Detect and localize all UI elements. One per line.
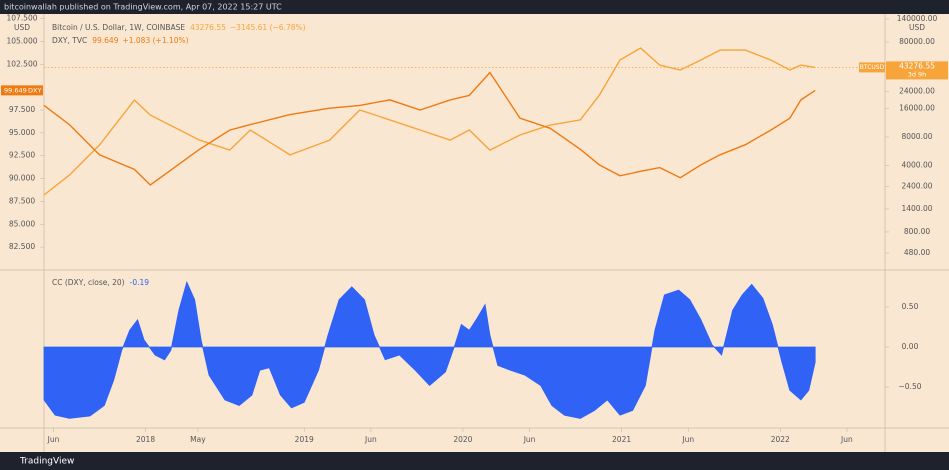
y-tick-label: 0.00 [902,342,919,351]
price-line [43,47,816,196]
x-tick-label: 2019 [295,435,314,444]
y-axis-unit: USD [14,23,30,32]
legend-name: Bitcoin / U.S. Dollar, 1W, COINBASE [52,23,185,32]
bar-countdown: 3d 9h [908,70,927,78]
price-pane: 107.500 105.000 102.500 97.500 95.000 92.500 9… [6,14,937,257]
y2-tick-label: 24000.00 [899,87,935,96]
last-value-tag-bg [1,85,43,96]
y-tick-label: 0.50 [902,302,919,311]
legend-entry: Bitcoin / U.S. Dollar, 1W, COINBASE 43276… [52,23,306,32]
series-tag: BTCUSD [860,64,885,71]
y2-tick-label: 80000.00 [899,37,935,46]
y2-tick-label: 8000.00 [901,132,932,141]
last-value-tag: 99.649 [4,86,27,94]
x-tick-label: 2021 [612,435,631,444]
y2-tick-label: 800.00 [904,227,930,236]
legend-change: +1.083 (+1.10%) [122,36,188,45]
x-tick-label: 2018 [136,435,155,444]
header-text: bitcoinwallah published on TradingView.c… [4,3,282,12]
y2-axis-unit: USD [909,23,925,32]
y-tick-label: 92.500 [9,151,35,160]
price-line [43,71,816,186]
y2-tick-label: 1400.00 [901,204,932,213]
y-tick-label: 95.000 [9,128,35,137]
y-tick-label: 107.500 [6,14,37,23]
y-tick-label: 85.000 [9,219,35,228]
y-tick-label: 90.000 [9,174,35,183]
legend-entry: DXY, TVC 99.649 +1.083 (+1.10%) [52,36,189,45]
y-tick-label: 87.500 [9,196,35,205]
series-tag-bg [859,62,885,73]
footer-brand: TradingView [19,457,74,467]
indicator-legend: CC (DXY, close, 20) -0.19 [52,278,149,287]
y-tick-label: 102.500 [6,59,37,68]
x-tick-label: Jun [840,435,853,444]
y2-tick-label: 16000.00 [899,103,935,112]
x-tick-label: May [190,435,206,444]
legend-last-value: 99.649 [92,36,118,45]
legend-name: DXY, TVC [52,36,87,45]
y-tick-label: −0.50 [899,382,922,391]
x-tick-label: Jun [47,435,60,444]
y2-tick-label: 4000.00 [901,161,932,170]
y2-tick-label: 480.00 [904,248,930,257]
x-tick-label: Jun [681,435,694,444]
y-tick-label: 105.000 [6,36,37,45]
indicator-pane: 0.50 0.00 −0.50 Jun 2018 May 2019 Jun 2020 Jun 202… [43,280,922,444]
correlation-area [43,280,816,419]
legend-last-value: 43276.55 [190,23,226,32]
indicator-name: CC (DXY, close, 20) [52,278,125,287]
last-value-tag-bg [886,61,948,80]
indicator-value: -0.19 [130,278,150,287]
y-tick-label: 82.500 [9,242,35,251]
series-tag: DXY [28,86,41,94]
x-tick-label: Jun [364,435,377,444]
y2-tick-label: 140000.00 [897,14,938,23]
x-tick-label: 2022 [771,435,790,444]
y-tick-label: 97.500 [9,105,35,114]
x-tick-label: Jun [523,435,536,444]
footer-bar [0,452,949,470]
x-tick-label: 2020 [453,435,472,444]
y2-tick-label: 2400.00 [901,182,932,191]
header-bar [0,0,949,14]
last-value-tag: 43276.55 [899,61,935,70]
legend-change: −3145.61 (−6.78%) [230,23,306,32]
